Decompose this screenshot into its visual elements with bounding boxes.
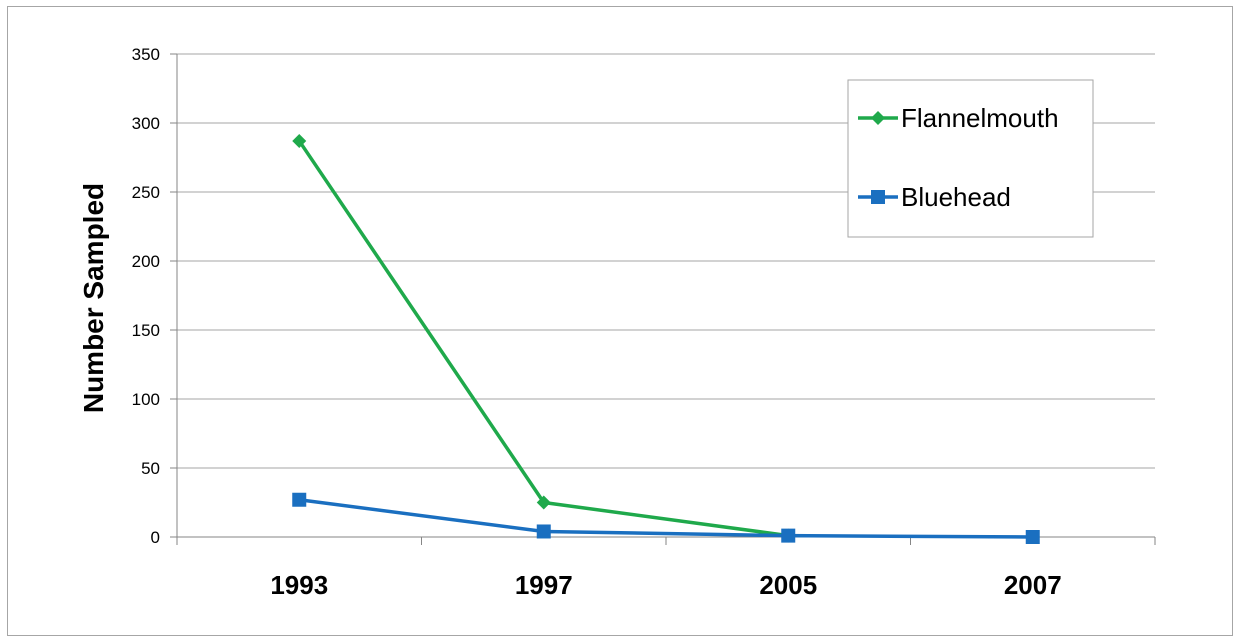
x-tick-label-2005: 2005 [759,570,817,600]
y-tick-label-100: 100 [132,390,160,409]
point-flannelmouth-1997 [536,495,551,510]
point-bluehead-2005 [781,528,796,543]
legend-marker-flannelmouth [871,111,885,125]
y-axis-tick-labels: 0 50 100 150 200 250 300 350 [132,45,160,547]
y-tick-label-0: 0 [151,528,160,547]
y-tick-label-150: 150 [132,321,160,340]
point-bluehead-1997 [536,524,551,539]
legend-label-flannelmouth: Flannelmouth [901,103,1059,133]
legend-label-bluehead: Bluehead [901,182,1011,212]
point-flannelmouth-1993 [292,133,307,148]
x-tick-label-1997: 1997 [515,570,573,600]
legend: Flannelmouth Bluehead [847,79,1094,238]
series-line-flannelmouth [297,139,789,538]
x-axis-tick-labels: 1993 1997 2005 2007 [270,570,1061,600]
x-tick-label-1993: 1993 [270,570,328,600]
series [292,133,1040,544]
y-tick-label-50: 50 [141,459,160,478]
y-tick-label-250: 250 [132,183,160,202]
series-line-bluehead [299,498,1033,539]
x-tick-label-2007: 2007 [1004,570,1062,600]
y-axis-label: Number Sampled [78,183,109,413]
point-bluehead-2007 [1025,530,1040,544]
legend-marker-bluehead [871,190,885,204]
point-bluehead-1993 [292,492,307,507]
legend-box [847,79,1094,238]
y-tick-label-300: 300 [132,114,160,133]
y-tick-label-200: 200 [132,252,160,271]
y-tick-label-350: 350 [132,45,160,64]
